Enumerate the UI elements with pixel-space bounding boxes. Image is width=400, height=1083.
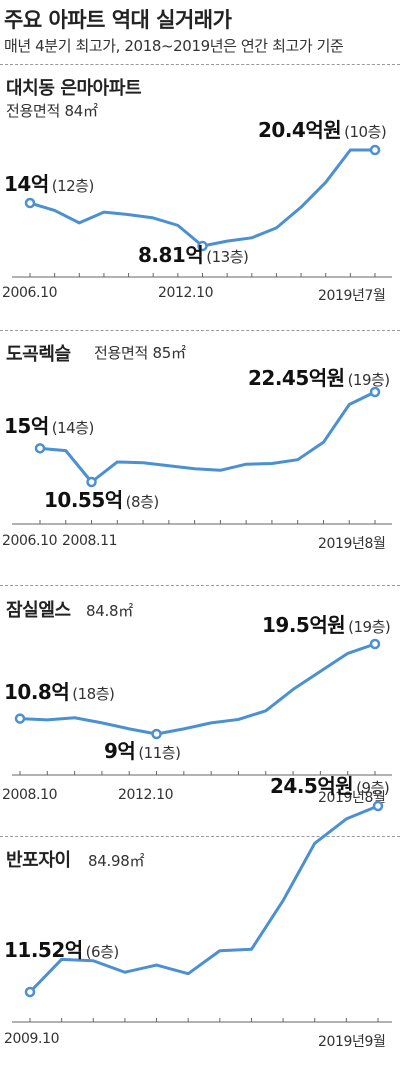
chart-panel: 잠실엘스 84.8㎡ xyxy=(0,588,400,833)
floor-label: (13층) xyxy=(206,248,249,266)
line-chart xyxy=(12,144,392,278)
data-point xyxy=(24,986,36,998)
line-chart xyxy=(12,638,392,776)
apartment-name: 도곡렉슬 xyxy=(6,344,71,365)
price-annotation: 20.4억원 (10층) xyxy=(258,114,387,143)
data-point xyxy=(86,476,97,488)
price-value: 22.45억원 xyxy=(248,366,345,390)
chart-panel: 반포자이 84.98㎡ xyxy=(0,838,400,1083)
price-value: 11.52억 xyxy=(4,938,83,962)
price-line xyxy=(18,642,377,736)
apartment-area: 전용면적 84㎡ xyxy=(6,102,98,120)
price-value: 14억 xyxy=(4,172,49,196)
apartment-name: 반포자이 xyxy=(6,850,71,871)
apartment-area: 84.8㎡ xyxy=(86,602,133,620)
x-tick-label: 2019년9월 xyxy=(318,1034,386,1050)
apartment-area: 84.98㎡ xyxy=(88,852,145,870)
price-annotation: 9억 (11층) xyxy=(104,735,181,764)
floor-label: (9층) xyxy=(356,779,390,797)
x-tick-label: 2019년8월 xyxy=(318,536,386,552)
floor-label: (19층) xyxy=(348,618,391,636)
floor-label: (12층) xyxy=(51,177,95,195)
data-point xyxy=(369,638,381,650)
header-divider xyxy=(0,64,400,65)
price-value: 8.81억 xyxy=(138,243,204,267)
price-value: 10.55억 xyxy=(44,488,123,512)
data-point xyxy=(197,240,208,252)
price-annotation: 10.8억 (18층) xyxy=(4,676,115,705)
price-annotation: 10.55억 (8층) xyxy=(44,484,159,513)
data-point xyxy=(369,144,381,156)
data-point xyxy=(34,443,46,454)
price-annotation: 22.45억원 (19층) xyxy=(248,362,390,391)
apartment-area: 전용면적 85㎡ xyxy=(94,344,186,362)
x-tick-label: 2006.10 xyxy=(2,285,58,301)
floor-label: (18층) xyxy=(72,685,115,703)
price-annotation: 8.81억 (13층) xyxy=(138,239,249,268)
floor-label: (11층) xyxy=(138,744,181,762)
price-value: 10.8억 xyxy=(4,680,70,704)
panel-divider xyxy=(0,836,400,837)
price-line xyxy=(38,390,377,484)
price-value: 24.5억원 xyxy=(270,774,354,798)
price-annotation: 19.5억원 (19층) xyxy=(262,609,391,638)
data-point xyxy=(24,197,36,209)
line-chart xyxy=(12,800,392,1023)
x-tick-label: 2008.11 xyxy=(62,533,118,549)
floor-label: (6층) xyxy=(85,943,120,961)
x-tick-label: 2006.10 xyxy=(2,533,58,549)
x-tick-label: 2012.10 xyxy=(118,787,174,803)
data-point xyxy=(372,800,384,812)
price-value: 9억 xyxy=(104,739,136,763)
floor-label: (8층) xyxy=(125,493,160,511)
price-value: 19.5억원 xyxy=(262,613,346,637)
page-title: 주요 아파트 역대 실거래가 xyxy=(4,8,232,32)
price-annotation: 24.5억원 (9층) xyxy=(270,770,390,799)
data-point xyxy=(151,728,162,740)
page-subtitle: 매년 4분기 최고가, 2018~2019년은 연간 최고가 기준 xyxy=(4,37,344,55)
x-tick-label: 2012.10 xyxy=(158,285,214,301)
apartment-name: 대치동 은마아파트 xyxy=(6,78,142,99)
infographic: 주요 아파트 역대 실거래가 매년 4분기 최고가, 2018~2019년은 연… xyxy=(0,8,400,1050)
apartment-name: 잠실엘스 xyxy=(6,600,71,621)
x-tick-label: 2008.10 xyxy=(2,787,58,803)
price-value: 15억 xyxy=(4,414,49,438)
data-point xyxy=(14,713,26,724)
chart-panel: 도곡렉슬 전용면적 85㎡ xyxy=(0,332,400,577)
floor-label: (10층) xyxy=(344,123,387,141)
price-annotation: 11.52억 (6층) xyxy=(4,934,119,963)
data-point xyxy=(369,386,381,398)
floor-label: (14층) xyxy=(51,419,95,437)
floor-label: (19층) xyxy=(347,371,391,389)
x-tick-label: 2019년8월 xyxy=(318,790,386,806)
price-value: 20.4억원 xyxy=(258,118,342,142)
x-tick-label: 2019년7월 xyxy=(318,288,386,304)
price-annotation: 15억 (14층) xyxy=(4,410,94,439)
price-line xyxy=(28,804,380,994)
x-tick-label: 2009.10 xyxy=(4,1031,60,1047)
price-annotation: 14억 (12층) xyxy=(4,168,94,197)
panel-divider xyxy=(0,330,400,331)
line-chart xyxy=(12,386,392,525)
panel-divider xyxy=(0,585,400,586)
